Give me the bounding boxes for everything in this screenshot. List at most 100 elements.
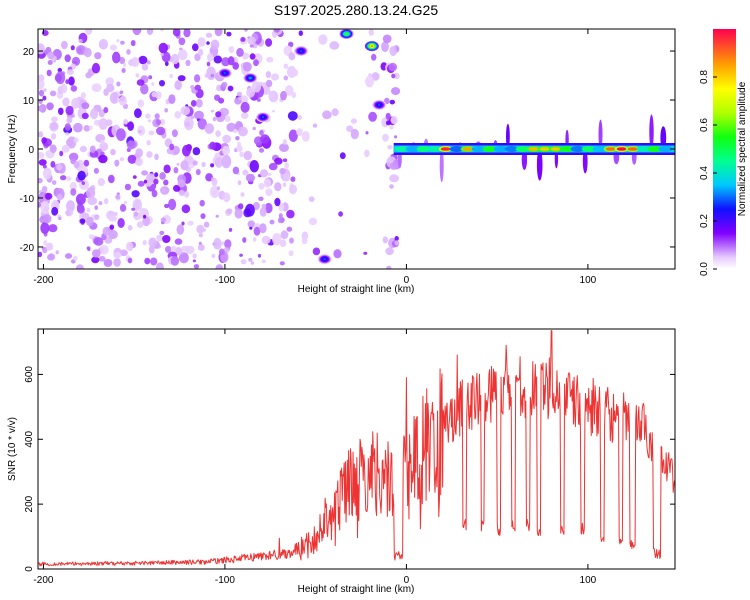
heatmap-xlabel: Height of straight line (km) bbox=[298, 284, 415, 295]
heatmap-noise-cell bbox=[86, 187, 96, 199]
heatmap-carrier-peak bbox=[550, 147, 561, 151]
heatmap-noise-cell bbox=[119, 203, 127, 212]
heatmap-noise-cell bbox=[194, 110, 204, 120]
heatmap-noise-cell bbox=[130, 40, 136, 47]
heatmap-noise-cell bbox=[49, 90, 57, 97]
heatmap-noise-cell bbox=[279, 143, 289, 153]
heatmap-noise-cell bbox=[213, 238, 222, 250]
heatmap-noise-cell bbox=[389, 45, 398, 57]
heatmap-noise-cell bbox=[290, 176, 296, 182]
heatmap-noise-cell bbox=[174, 238, 183, 245]
heatmap-noise-cell bbox=[312, 247, 321, 256]
heatmap-carrier-cell bbox=[658, 146, 673, 152]
heatmap-noise-cell bbox=[64, 253, 73, 259]
heatmap-noise-cell bbox=[38, 43, 45, 55]
heatmap-noise-cell bbox=[244, 203, 255, 217]
heatmap-noise-cell bbox=[386, 265, 392, 269]
colorbar-tick-label: 0.6 bbox=[699, 118, 710, 132]
heatmap-noise-cell bbox=[176, 224, 185, 235]
heatmap-noise-cell bbox=[203, 221, 210, 228]
heatmap-cells bbox=[38, 29, 675, 269]
heatmap-noise-cell bbox=[46, 69, 52, 77]
heatmap-noise-cell bbox=[97, 178, 106, 187]
colorbar-label: Normalized spectral amplitude bbox=[737, 81, 748, 216]
heatmap-noise-cell bbox=[180, 106, 191, 116]
heatmap-noise-cell bbox=[394, 72, 400, 80]
heatmap-noise-cell bbox=[201, 161, 206, 168]
heatmap-noise-cell bbox=[86, 216, 94, 227]
heatmap-noise-cell bbox=[301, 236, 308, 245]
heatmap-noise-cell bbox=[265, 71, 272, 79]
heatmap-noise-cell bbox=[87, 247, 91, 252]
heatmap-noise-cell bbox=[108, 214, 117, 222]
heatmap-noise-cell bbox=[164, 108, 168, 113]
heatmap-noise-cell bbox=[75, 45, 86, 55]
snr-ytick-label: 400 bbox=[24, 431, 35, 448]
heatmap-noise-cell bbox=[240, 101, 250, 113]
heatmap-noise-cell bbox=[41, 246, 45, 250]
snr-plot-area bbox=[38, 329, 675, 569]
heatmap-noise-cell bbox=[205, 173, 214, 182]
heatmap-noise-cell bbox=[197, 118, 207, 130]
heatmap-noise-cell bbox=[247, 36, 256, 45]
heatmap-noise-cell bbox=[103, 259, 113, 267]
heatmap-noise-cell bbox=[252, 237, 257, 242]
heatmap-noise-cell bbox=[146, 173, 156, 183]
heatmap-noise-cell bbox=[184, 191, 190, 198]
heatmap-noise-cell bbox=[240, 192, 245, 197]
heatmap-noise-cell bbox=[287, 111, 298, 121]
heatmap-noise-cell bbox=[93, 237, 104, 246]
heatmap-noise-cell bbox=[258, 148, 265, 153]
heatmap-noise-cell bbox=[151, 189, 158, 198]
heatmap-noise-cell bbox=[194, 84, 201, 91]
heatmap-noise-cell bbox=[394, 135, 398, 139]
heatmap-noise-cell bbox=[211, 177, 215, 181]
heatmap-noise-cell bbox=[79, 145, 87, 153]
heatmap-noise-cell bbox=[200, 213, 206, 220]
heatmap-noise-cell bbox=[192, 43, 199, 52]
heatmap-noise-cell bbox=[197, 37, 206, 47]
heatmap-noise-cell bbox=[221, 154, 232, 169]
heatmap-carrier-cell bbox=[416, 146, 431, 152]
heatmap-noise-cell bbox=[65, 79, 70, 85]
heatmap-noise-cell bbox=[219, 107, 230, 117]
heatmap-noise-cell bbox=[210, 39, 220, 50]
heatmap-noise-cell bbox=[228, 46, 235, 54]
heatmap-noise-cell bbox=[296, 128, 303, 136]
heatmap-noise-cell bbox=[171, 129, 178, 138]
heatmap-noise-cell bbox=[190, 115, 195, 119]
heatmap-noise-cell bbox=[54, 73, 63, 83]
heatmap-noise-cell bbox=[127, 154, 137, 164]
heatmap-noise-cell bbox=[176, 162, 180, 166]
heatmap-noise-cell bbox=[93, 167, 99, 174]
heatmap-noise-cell bbox=[391, 87, 401, 96]
heatmap-carrier-peak bbox=[616, 147, 627, 151]
heatmap-xtick-label: -100 bbox=[215, 275, 235, 286]
heatmap-noise-cell bbox=[232, 62, 239, 70]
snr-ylabel: SNR (10 * v/v) bbox=[7, 417, 18, 481]
heatmap-noise-cell bbox=[170, 256, 180, 266]
snr-xtick-label: -200 bbox=[33, 575, 53, 586]
heatmap-noise-cell bbox=[81, 102, 90, 110]
heatmap-noise-cell bbox=[38, 105, 44, 112]
heatmap-noise-cell bbox=[385, 120, 391, 126]
heatmap-noise-cell bbox=[180, 160, 189, 171]
heatmap-noise-cell bbox=[254, 53, 261, 60]
heatmap-strong-blob bbox=[370, 45, 374, 47]
heatmap-noise-cell bbox=[178, 37, 186, 46]
heatmap-noise-cell bbox=[238, 97, 242, 101]
heatmap-noise-cell bbox=[280, 230, 289, 240]
heatmap-noise-cell bbox=[91, 83, 102, 92]
heatmap-noise-cell bbox=[153, 178, 159, 185]
heatmap-noise-cell bbox=[143, 179, 148, 184]
heatmap-noise-cell bbox=[112, 51, 121, 64]
heatmap-noise-cell bbox=[89, 145, 96, 153]
heatmap-noise-cell bbox=[156, 234, 163, 242]
heatmap-noise-cell bbox=[215, 130, 221, 138]
heatmap-noise-cell bbox=[350, 118, 357, 124]
heatmap-noise-cell bbox=[192, 160, 198, 166]
heatmap-noise-cell bbox=[119, 249, 128, 257]
heatmap-noise-cell bbox=[70, 45, 75, 51]
heatmap-noise-cell bbox=[181, 221, 185, 226]
